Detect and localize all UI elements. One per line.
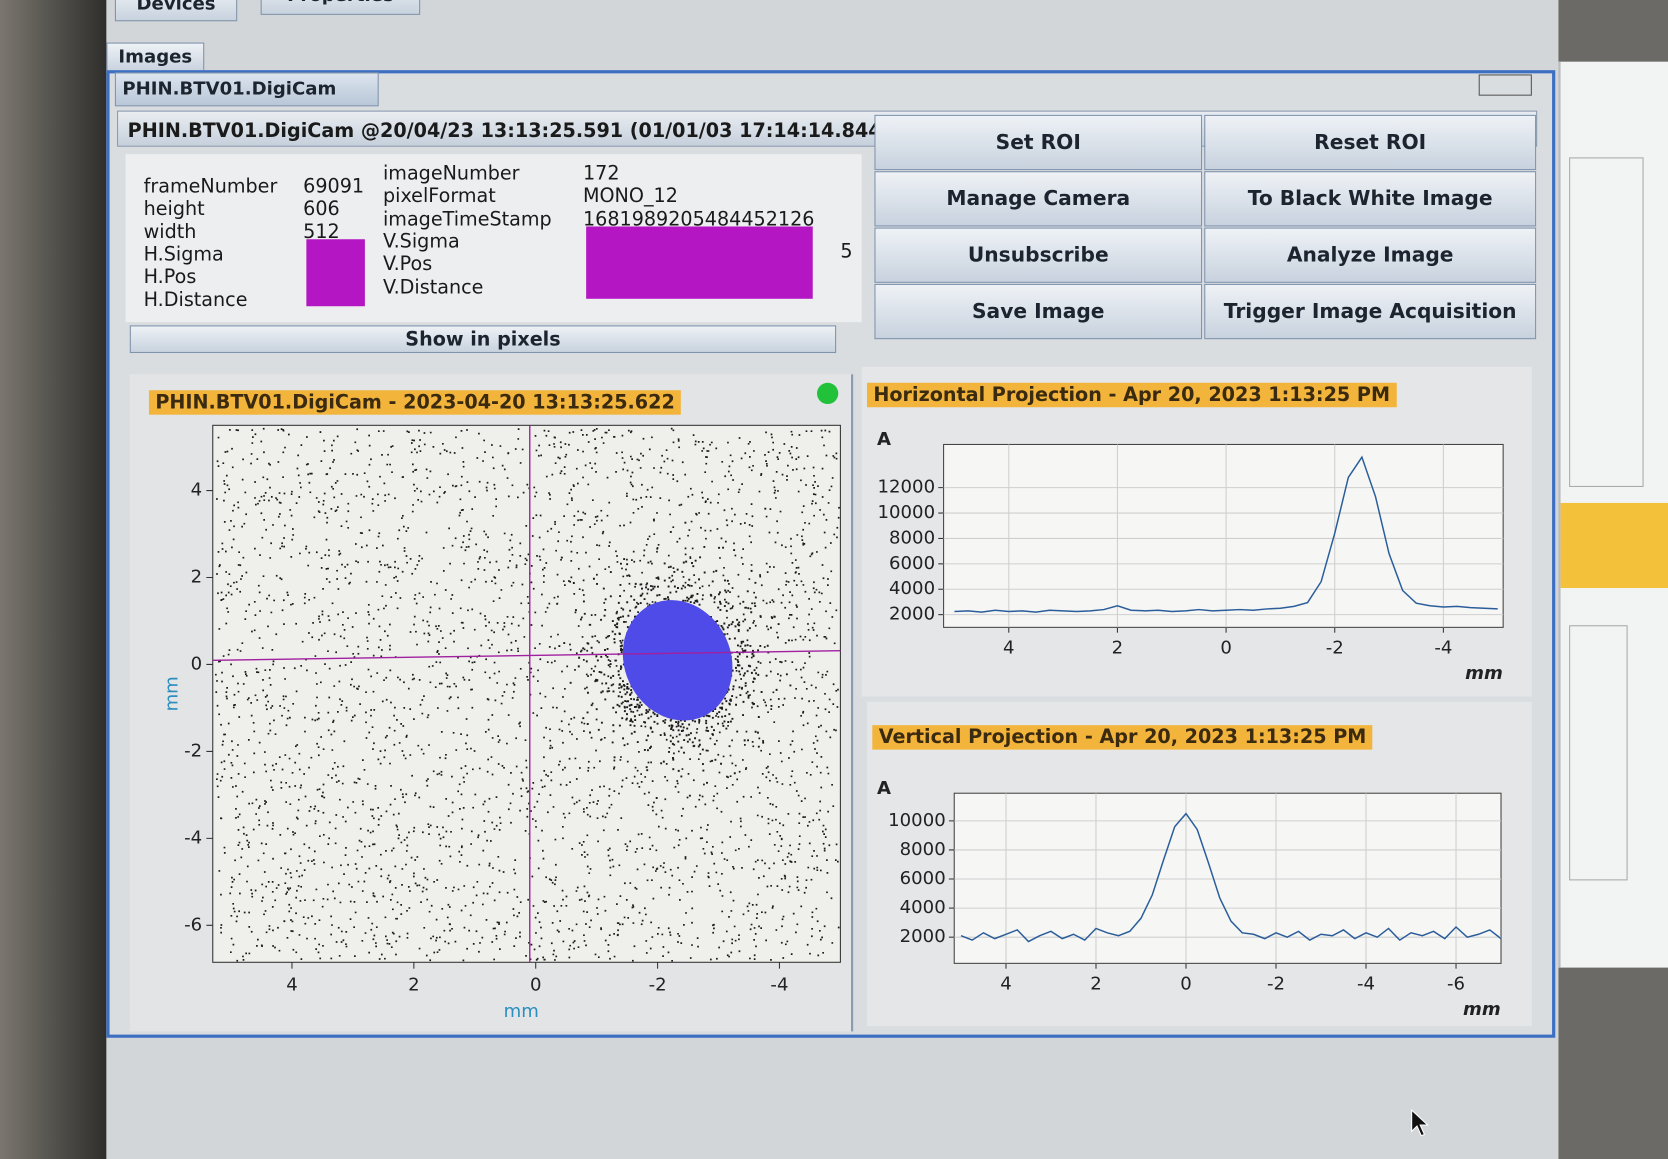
side-plot — [1569, 157, 1643, 487]
y-tick-label: 12000 — [878, 477, 936, 498]
page: Devices Properties Images PHIN.BTV01.Dig… — [0, 0, 1668, 1159]
plot-frame — [944, 444, 1504, 627]
action-button[interactable]: Unsubscribe — [874, 228, 1202, 283]
field-value: MONO_12 — [583, 186, 678, 207]
image-chart: 4 2 0 -2 -4 4 2 0 -2 -4 -6 mm mm — [149, 415, 851, 1032]
projection-chart: 2000 4000 6000 8000 10000 4 2 0 -2 -4 -6 Amm — [867, 763, 1527, 1018]
y-tick-label: 8000 — [900, 839, 946, 860]
document-tab[interactable]: PHIN.BTV01.DigiCam — [115, 72, 379, 106]
x-tick-label: 2 — [408, 975, 420, 996]
field-label: imageNumber — [383, 164, 520, 185]
field-label: V.Pos — [383, 254, 432, 275]
y-tick-label: 10000 — [888, 810, 946, 831]
x-tick-label: -4 — [1357, 974, 1375, 995]
tab[interactable]: Devices — [115, 0, 237, 21]
x-axis-label: mm — [1463, 999, 1501, 1019]
x-tick-label: 4 — [1000, 974, 1012, 995]
y-tick-label: 10000 — [878, 502, 936, 523]
y-tick-label: 2 — [191, 566, 203, 587]
x-tick-label: -6 — [1447, 974, 1465, 995]
y-tick-label: 4000 — [900, 897, 946, 918]
monitor-bezel — [0, 0, 106, 1159]
x-tick-label: 0 — [1180, 974, 1192, 995]
x-axis-label: mm — [1465, 663, 1503, 680]
y-tick-label: -6 — [184, 914, 202, 935]
mouse-cursor — [1410, 1108, 1431, 1138]
status-led — [817, 383, 838, 404]
window-controls[interactable] — [1479, 74, 1532, 95]
action-button[interactable]: Manage Camera — [874, 171, 1202, 226]
y-axis-label: A — [877, 429, 891, 450]
field-label: V.Sigma — [383, 232, 460, 253]
x-tick-label: -2 — [1267, 974, 1285, 995]
x-tick-label: 2 — [1112, 638, 1124, 659]
field-label: H.Sigma — [144, 244, 224, 265]
x-tick-label: -4 — [1434, 638, 1452, 659]
y-axis-label: A — [877, 778, 891, 799]
field-label: H.Distance — [144, 290, 248, 311]
x-tick-label: -2 — [1326, 638, 1344, 659]
projection-title: Vertical Projection - Apr 20, 2023 1:13:… — [872, 725, 1372, 749]
field-label: H.Pos — [144, 267, 197, 288]
field-label: width — [144, 222, 197, 243]
x-tick-label: -2 — [649, 975, 667, 996]
side-plot — [1569, 625, 1628, 880]
field-label: height — [144, 199, 205, 220]
field-value: 512 — [303, 222, 340, 243]
screen-photo: Devices Properties Images PHIN.BTV01.Dig… — [0, 0, 1668, 1159]
y-tick-label: -2 — [184, 740, 202, 761]
field-value: 1681989205484452126 — [583, 209, 814, 230]
x-tick-label: 4 — [1003, 638, 1015, 659]
side-window — [1558, 62, 1668, 968]
side-label — [1561, 503, 1668, 588]
y-tick-label: 4000 — [889, 578, 935, 599]
y-tick-label: 2000 — [900, 926, 946, 947]
projection-chart: 2000 4000 6000 8000 10000 12000 4 2 0 -2 -4 Amm — [867, 425, 1527, 680]
color-box — [586, 226, 813, 298]
y-axis-label: mm — [161, 676, 182, 711]
y-tick-label: -4 — [184, 827, 202, 848]
x-tick-label: 0 — [1220, 638, 1232, 659]
x-tick-label: 4 — [286, 975, 298, 996]
action-button[interactable]: Save Image — [874, 284, 1202, 339]
field-label: imageTimeStamp — [383, 209, 552, 230]
x-tick-label: 0 — [530, 975, 542, 996]
y-tick-label: 6000 — [889, 553, 935, 574]
action-button[interactable]: Trigger Image Acquisition — [1204, 284, 1536, 339]
images-tab[interactable]: Images — [106, 43, 204, 73]
field-value: 172 — [583, 164, 620, 185]
field-value: 69091 — [303, 177, 364, 198]
y-tick-label: 8000 — [889, 527, 935, 548]
field-label: frameNumber — [144, 177, 278, 198]
x-tick-label: 2 — [1090, 974, 1102, 995]
color-box — [306, 239, 365, 306]
field-label: V.Distance — [383, 277, 483, 298]
projection-title: Horizontal Projection - Apr 20, 2023 1:1… — [867, 383, 1396, 407]
field-value: 606 — [303, 199, 340, 220]
x-tick-label: -4 — [770, 975, 788, 996]
action-button[interactable]: Set ROI — [874, 115, 1202, 170]
action-button[interactable]: To Black White Image — [1204, 171, 1536, 226]
tab[interactable]: Properties — [261, 0, 421, 15]
field-label: pixelFormat — [383, 186, 496, 207]
action-button[interactable]: Reset ROI — [1204, 115, 1536, 170]
side-number: 5 — [840, 241, 852, 262]
y-tick-label: 4 — [191, 480, 203, 501]
show-in-pixels[interactable]: Show in pixels — [130, 325, 836, 353]
window-title: PHIN.BTV01.DigiCam @20/04/23 13:13:25.59… — [128, 121, 938, 142]
action-button[interactable]: Analyze Image — [1204, 228, 1536, 283]
y-tick-label: 2000 — [889, 604, 935, 625]
image-title: PHIN.BTV01.DigiCam - 2023-04-20 13:13:25… — [149, 390, 681, 414]
x-axis-label: mm — [504, 1001, 539, 1022]
y-tick-label: 6000 — [900, 868, 946, 889]
y-tick-label: 0 — [191, 653, 203, 674]
